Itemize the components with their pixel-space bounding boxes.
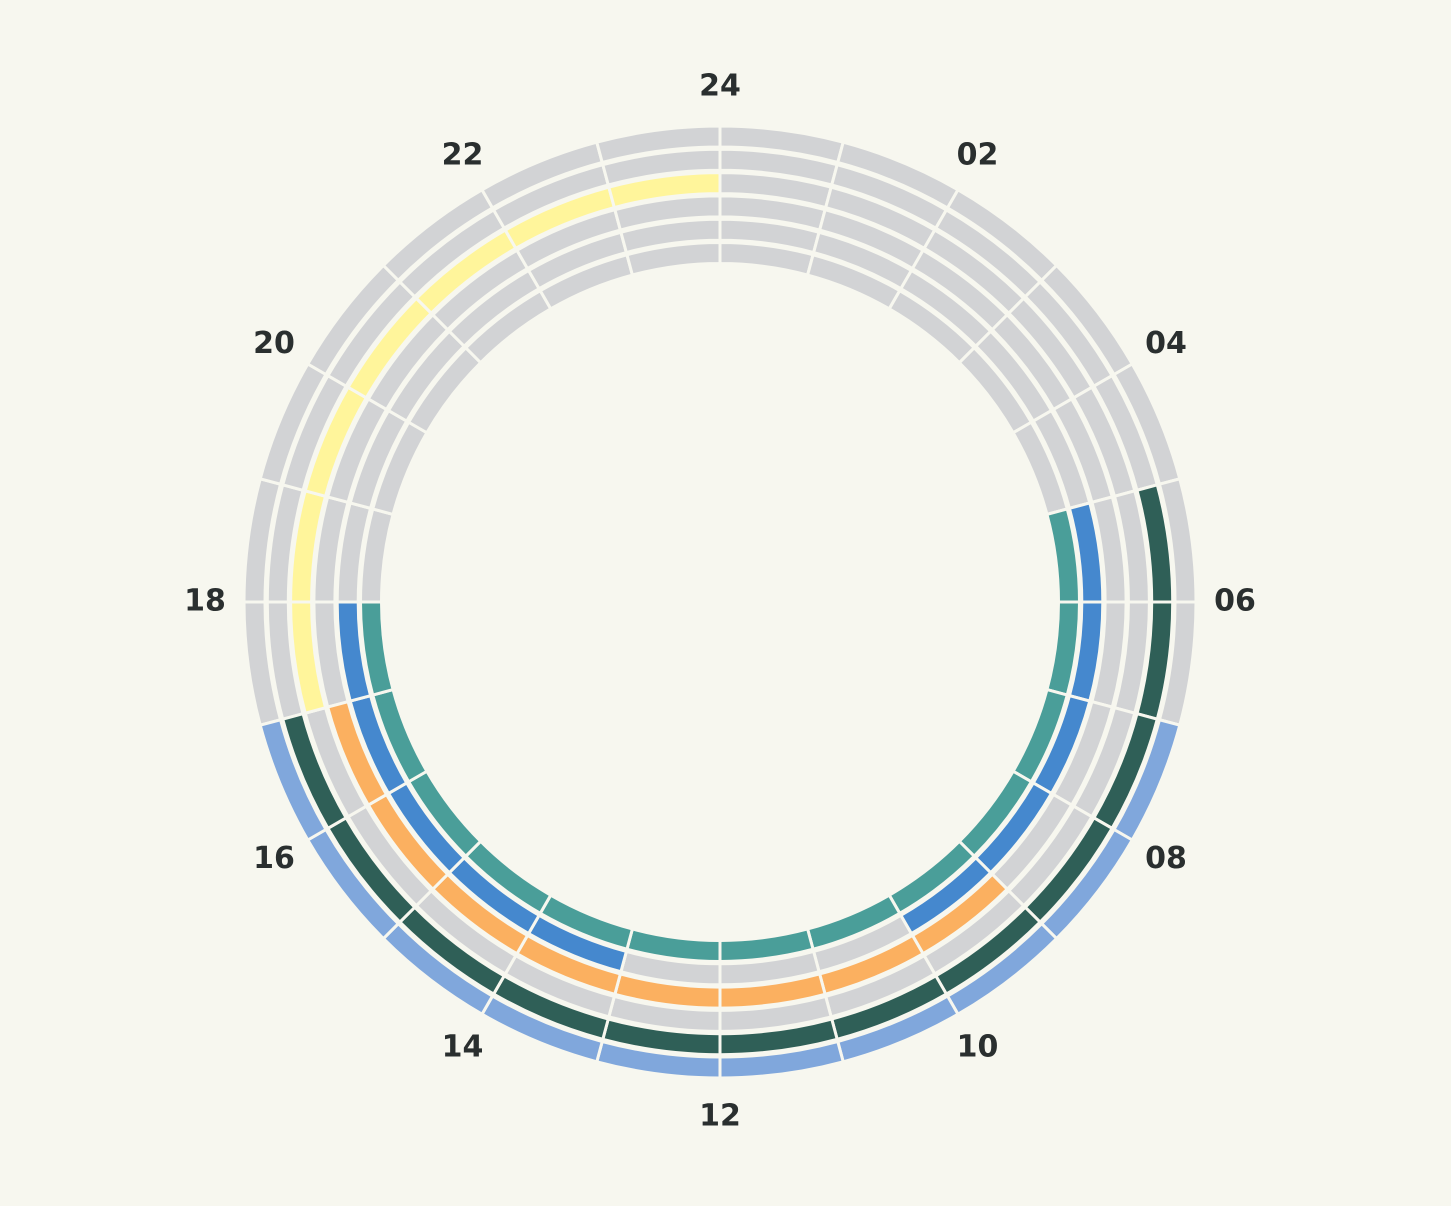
active-span [607, 171, 722, 210]
hour-label: 14 [442, 1030, 484, 1065]
hour-cell [600, 147, 722, 187]
hour-label: 06 [1214, 584, 1256, 619]
active-span [898, 855, 993, 936]
active-span [325, 699, 389, 808]
active-span [280, 711, 349, 831]
hour-cell [619, 217, 722, 255]
hour-cell [625, 240, 722, 277]
hour-label: 18 [184, 584, 226, 619]
hour-label: 20 [253, 326, 295, 361]
hour-label: 12 [699, 1099, 741, 1134]
hour-label: 10 [957, 1030, 999, 1065]
hour-label: 16 [253, 841, 295, 876]
active-span [358, 600, 395, 697]
hour-label: 22 [442, 137, 484, 172]
hour-cell [613, 194, 722, 232]
active-span [335, 600, 373, 703]
hour-label: 02 [957, 137, 999, 172]
hour-label: 24 [699, 69, 741, 104]
hour-label: 04 [1145, 326, 1187, 361]
hour-cell [594, 124, 722, 165]
active-span [258, 717, 329, 843]
hour-label: 08 [1145, 841, 1187, 876]
